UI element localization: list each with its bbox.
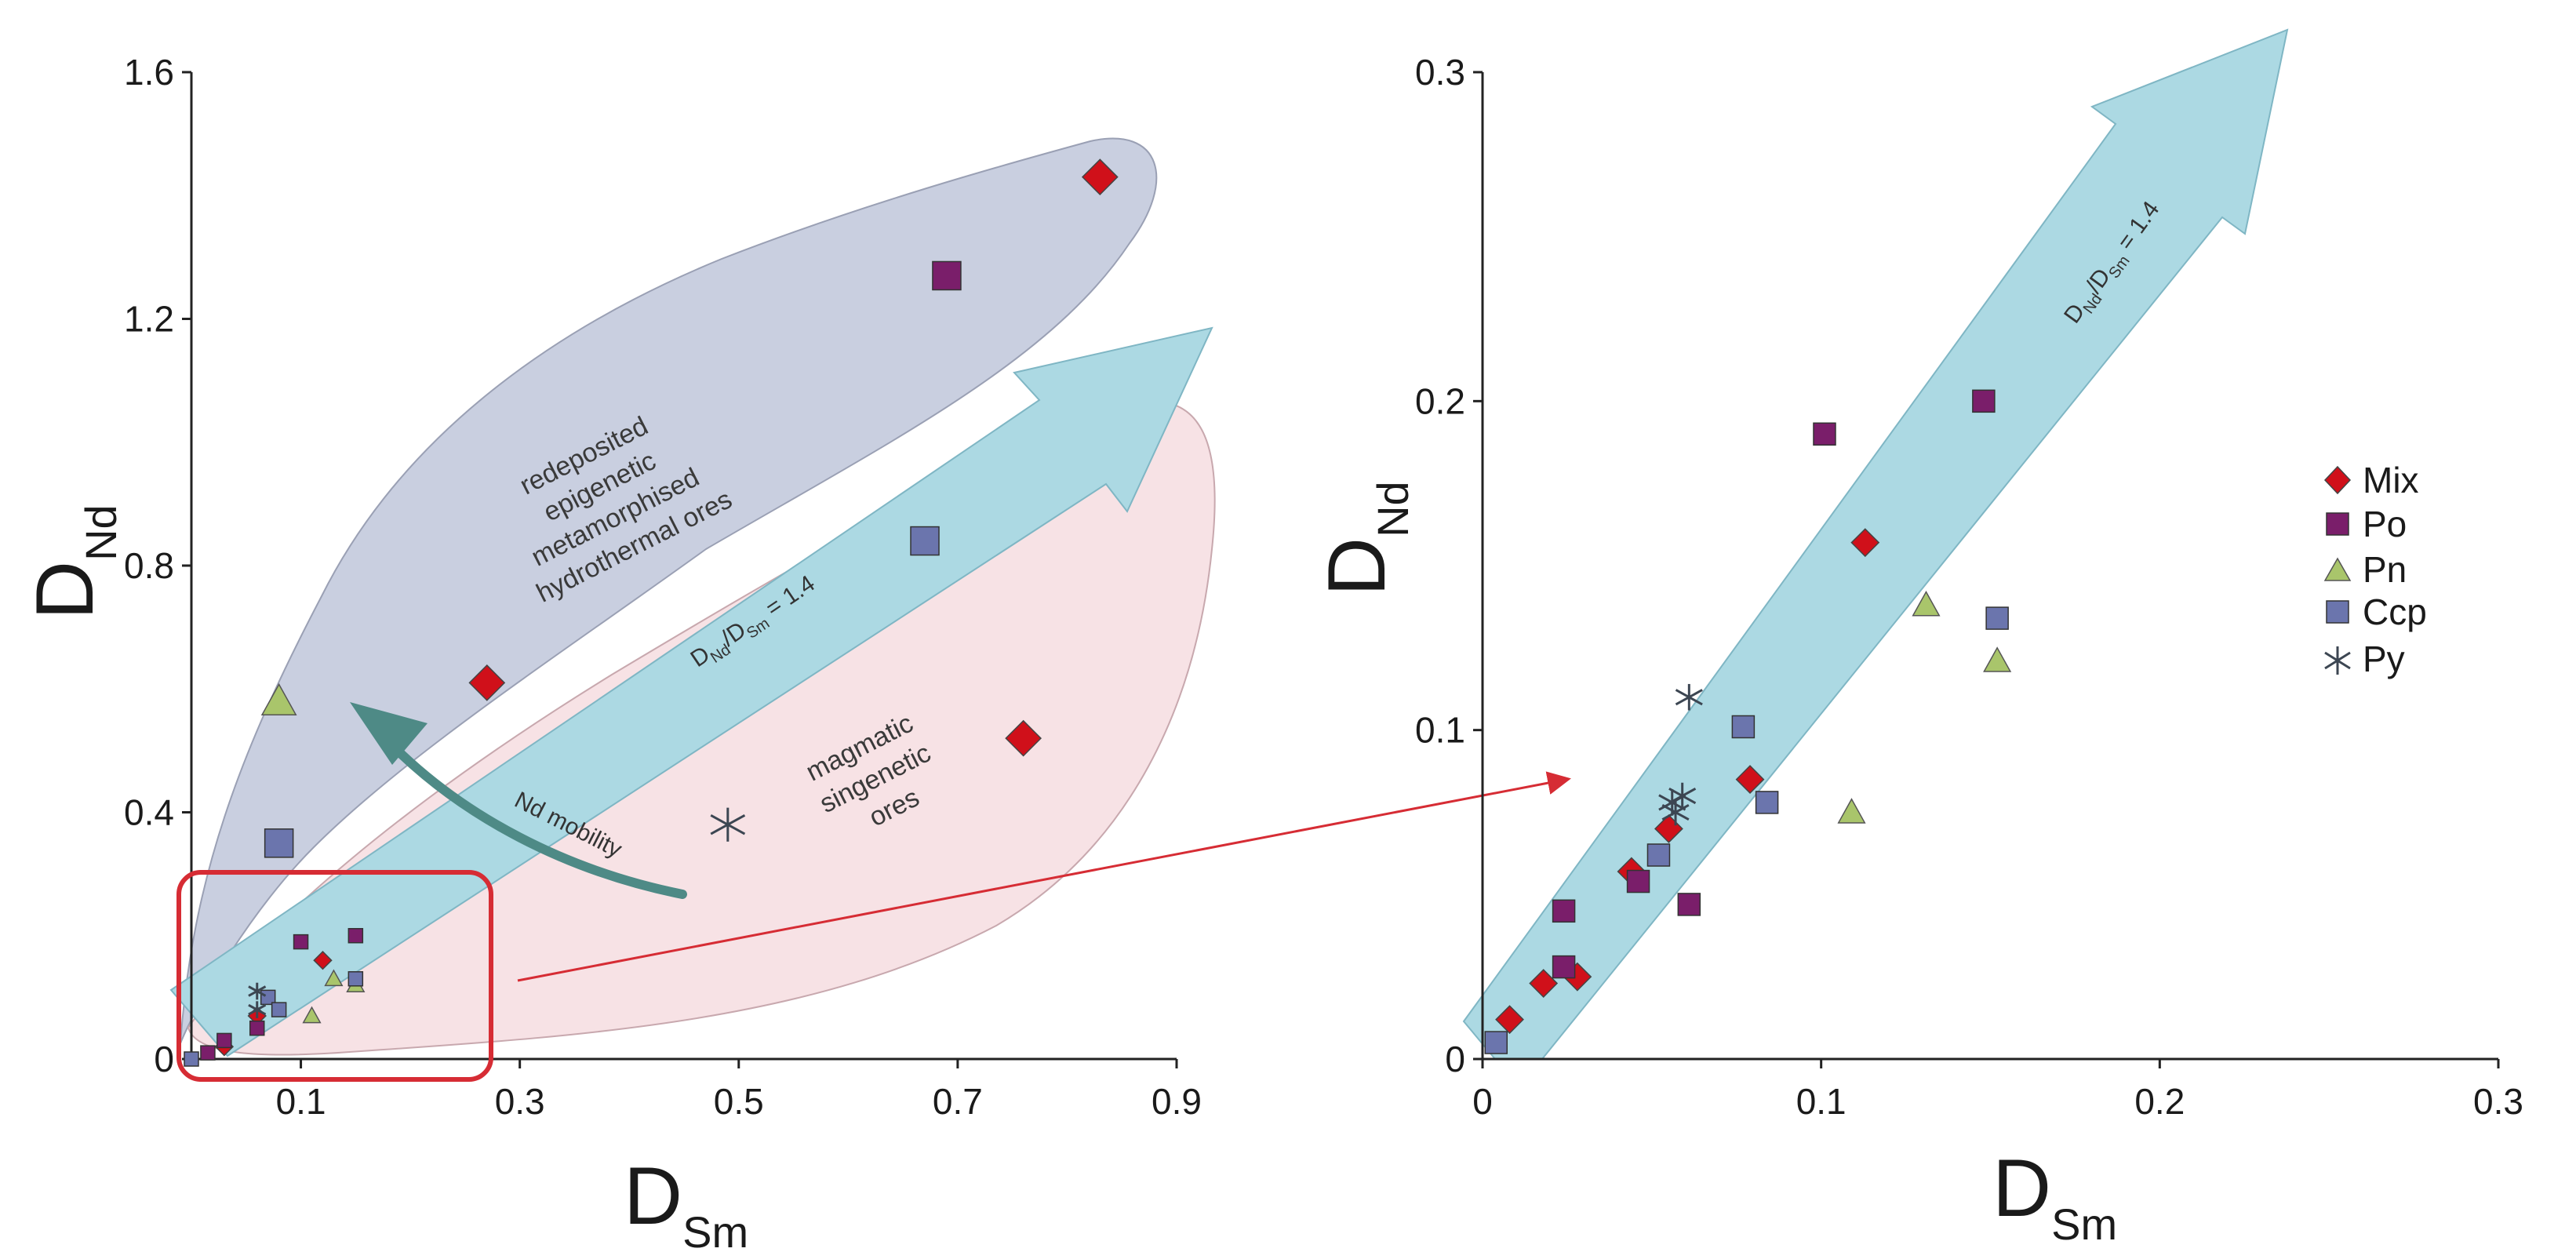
left-point-ccp [264,828,294,858]
right-x-tick-label: 0.2 [2134,1081,2185,1122]
left-point-ccp [260,989,276,1006]
right-x-tick-label: 0.1 [1796,1081,1846,1122]
left-point-pn [260,682,297,716]
right-panel: 0 0.1 0.2 0.3 00.10.20.3 DNd/DSm = 1.4 DSm … [1312,28,2523,1249]
right-points [1484,389,2012,1054]
left-x-tick-label: 0.1 [276,1081,326,1122]
left-point-ccp [184,1051,199,1067]
right-point-po [1972,389,1996,413]
right-point-py [1668,782,1697,810]
left-point-po [347,928,364,944]
upper-region [180,137,1158,1044]
left-x-tick-label: 0.3 [495,1081,545,1122]
right-point-mix [1850,528,1880,558]
mobility-arrowhead [350,702,428,765]
right-point-py [1675,683,1703,711]
left-point-mix [1005,719,1042,757]
legend-item-py: Py [2324,639,2405,679]
right-point-ccp [1484,1031,1508,1054]
left-point-pn [302,1006,322,1024]
left-point-ccp [910,526,940,556]
legend-label-mix: Mix [2363,460,2419,500]
right-point-py [1661,799,1690,826]
right-point-ccp [1646,843,1671,867]
left-point-po [293,934,309,950]
legend-marker-pn [2323,557,2352,581]
right-point-ccp [1985,606,2009,630]
right-point-pn [1837,798,1866,824]
left-y-tick-label: 0 [154,1039,174,1079]
left-point-mix [313,950,333,970]
legend-marker-mix [2323,465,2352,495]
left-y-axis-title: DNd [20,504,126,620]
right-y-tick-label: 0 [1445,1039,1465,1079]
left-point-ccp [271,1002,287,1017]
right-x-tick-label: 0.3 [2473,1081,2523,1122]
left-point-py [710,807,746,842]
right-point-mix [1654,814,1683,843]
legend-label-py: Py [2363,639,2405,679]
left-y-tick-label: 1.2 [124,299,174,340]
left-y-tick-label: 0.8 [124,545,174,586]
right-point-pn [1912,590,1941,617]
right-y-ticks: 0 0.1 0.2 0.3 [1415,52,1483,1079]
right-x-tick-label: 0 [1472,1081,1493,1122]
legend-item-mix: Mix [2323,460,2419,500]
left-point-pn [324,969,344,987]
left-point-mix [468,664,506,701]
left-point-po [932,260,962,291]
left-x-ticks: 0.1 0.3 0.5 0.7 0.9 [276,1059,1202,1122]
left-point-po [249,1020,265,1036]
right-y-tick-label: 0.1 [1415,710,1465,751]
legend-marker-ccp [2326,600,2349,624]
right-point-pn [1983,646,2012,672]
left-x-tick-label: 0.7 [933,1081,983,1122]
right-point-mix [1735,765,1765,794]
left-point-po [216,1032,232,1049]
left-y-ticks: 0 0.4 0.8 1.2 1.6 [124,52,191,1079]
right-point-po [1552,955,1576,979]
right-point-po [1626,869,1650,894]
left-x-axis-title: DSm [624,1151,748,1252]
right-point-po [1813,422,1836,446]
right-x-axis-title: DSm [1992,1143,2117,1249]
legend-label-po: Po [2363,504,2407,544]
legend-label-ccp: Ccp [2363,591,2427,632]
right-y-axis-title: DNd [1312,481,1417,596]
left-point-ccp [347,971,364,987]
left-point-py [248,1001,267,1018]
zoom-box [176,870,493,1082]
left-x-tick-label: 0.5 [714,1081,764,1122]
legend-item-po: Po [2326,504,2407,544]
right-point-mix [1529,969,1559,998]
legend-item-ccp: Ccp [2326,591,2427,632]
left-panel: 0.1 0.3 0.5 0.7 0.9 00.40.81.21.6 redeposite… [20,52,1571,1252]
legend-item-pn: Pn [2323,549,2407,590]
mobility-arrow [387,741,687,899]
right-point-mix [1495,1005,1524,1035]
right-x-ticks: 0 0.1 0.2 0.3 [1472,1059,2523,1122]
right-point-po [1552,899,1576,923]
right-point-ccp [1755,791,1779,814]
zoom-connector [517,771,1571,982]
right-point-po [1677,893,1701,916]
left-point-py [248,982,267,1000]
right-y-tick-label: 0.2 [1415,380,1465,421]
left-point-po [200,1045,216,1061]
left-x-tick-label: 0.9 [1152,1081,1202,1122]
left-points [184,158,1119,1067]
legend-marker-po [2326,512,2349,536]
right-y-tick-label: 0.3 [1415,52,1465,93]
legend: Mix Po Pn Ccp Py [2323,460,2427,679]
legend-label-pn: Pn [2363,549,2407,590]
left-y-tick-label: 1.6 [124,52,174,93]
left-point-mix [1081,158,1119,196]
left-y-tick-label: 0.4 [124,792,174,833]
legend-marker-py [2324,646,2351,675]
right-point-ccp [1731,715,1756,739]
